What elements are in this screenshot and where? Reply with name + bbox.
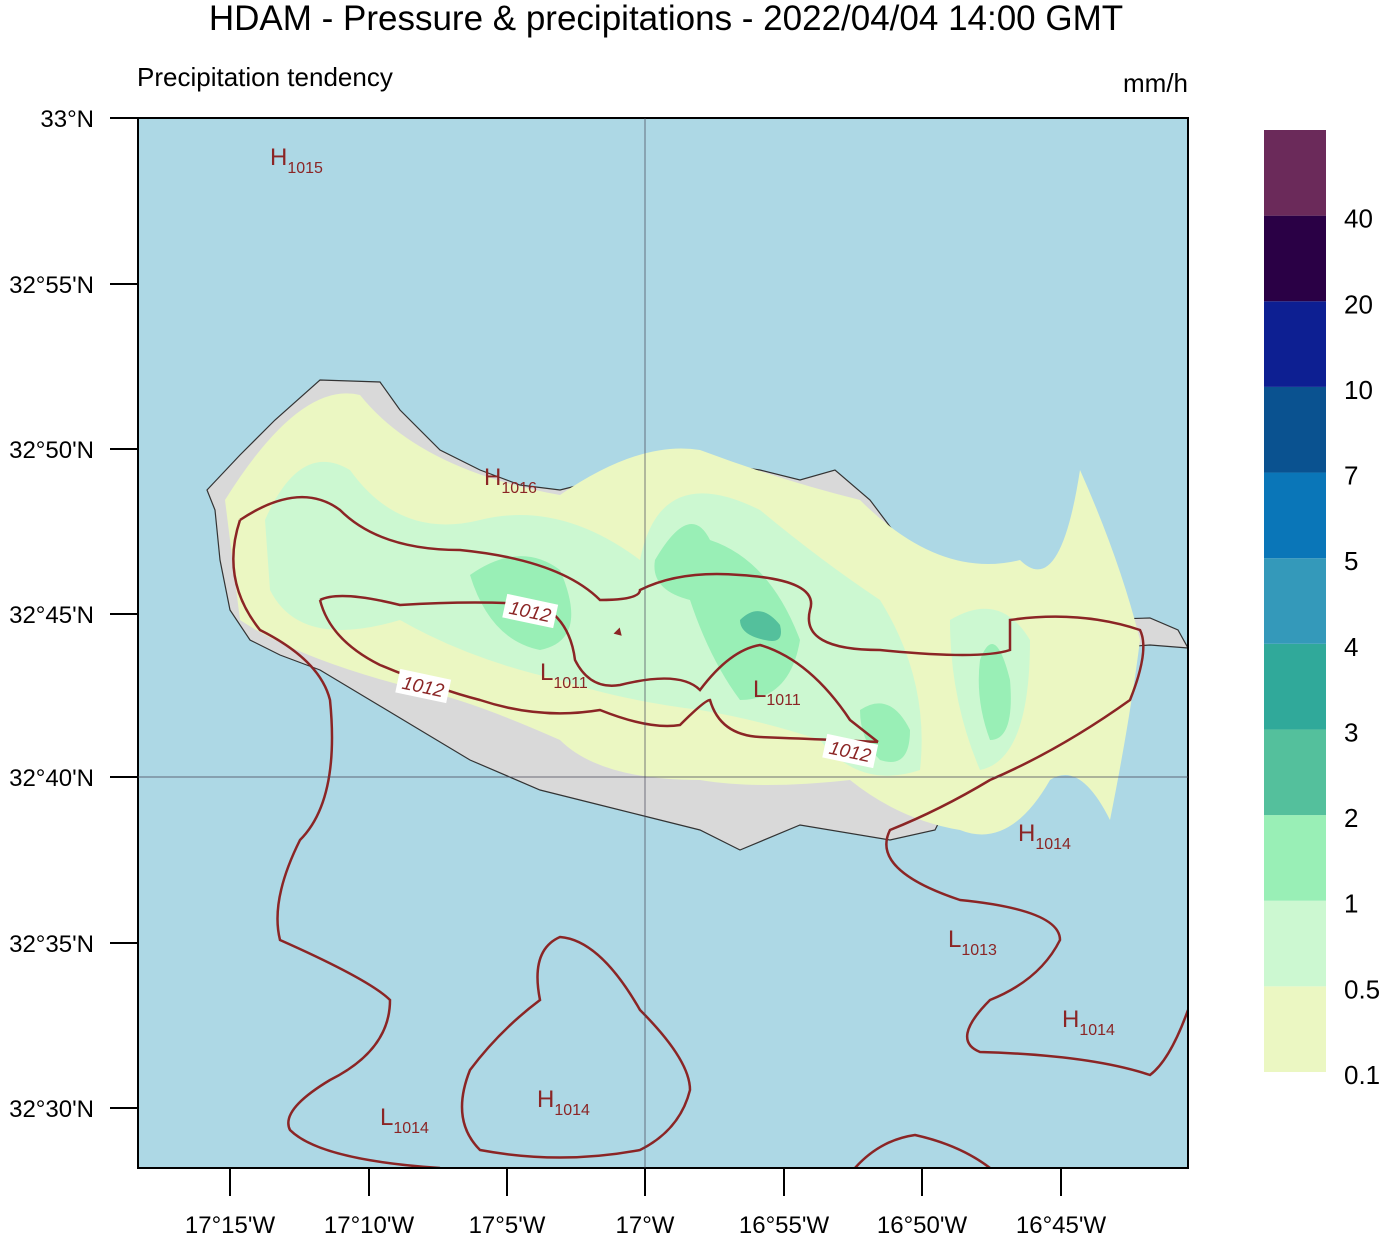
pressure-label: L1014 <box>380 1104 429 1137</box>
colorbar-label: 7 <box>1344 461 1358 491</box>
precipitation <box>225 393 1140 835</box>
pressure-label: L1011 <box>540 659 588 692</box>
colorbar-segment <box>1264 643 1326 730</box>
lon-label: 16°50'W <box>877 1212 968 1234</box>
contour-label: 1012 <box>822 733 879 769</box>
lon-label: 16°55'W <box>739 1212 830 1234</box>
colorbar-label: 40 <box>1344 204 1373 234</box>
pressure-label: H1014 <box>537 1086 590 1119</box>
lat-label: 32°50'N <box>9 437 94 464</box>
colorbar-segment <box>1264 301 1326 387</box>
colorbar-label: 4 <box>1344 632 1358 662</box>
colorbar-segment <box>1264 130 1326 216</box>
pressure-label: H1014 <box>1062 1006 1115 1039</box>
pressure-label: H1015 <box>270 144 323 177</box>
colorbar-label: 0.1 <box>1344 1060 1380 1090</box>
pressure-label: L1013 <box>948 926 997 959</box>
frame <box>137 117 1189 1169</box>
colorbar-label: 2 <box>1344 803 1358 833</box>
title: HDAM - Pressure & precipitations - 2022/… <box>209 0 1123 38</box>
colorbar-segment <box>1264 729 1326 816</box>
pressure-label: H1016 <box>484 464 537 497</box>
colorbar-segment <box>1264 386 1326 473</box>
colorbar-segment <box>1264 215 1326 302</box>
colorbar-segment <box>1264 986 1326 1072</box>
lon-label: 17°15'W <box>185 1212 276 1234</box>
colorbar-segment <box>1264 900 1326 987</box>
lon-label: 17°W <box>616 1212 675 1234</box>
colorbar-segment <box>1264 472 1326 559</box>
subtitle: Precipitation tendency <box>137 62 393 92</box>
colorbar-segment <box>1264 815 1326 901</box>
lat-label: 32°30'N <box>9 1096 94 1123</box>
pressure-label: H1014 <box>1018 820 1071 853</box>
colorbar-segment <box>1264 558 1326 644</box>
colorbar-label: 3 <box>1344 717 1358 747</box>
map-area <box>138 118 1188 1168</box>
colorbar-label: 20 <box>1344 289 1373 319</box>
colorbar-label: 10 <box>1344 375 1373 405</box>
lat-label: 32°35'N <box>9 931 94 958</box>
pressure-label: L1011 <box>753 676 801 709</box>
lat-label: 32°45'N <box>9 602 94 629</box>
colorbar-label: 0.5 <box>1344 974 1380 1004</box>
lat-label: 33°N <box>40 106 94 133</box>
unit: mm/h <box>1123 68 1188 98</box>
colorbar-label: 1 <box>1344 889 1358 919</box>
lon-label: 16°45'W <box>1016 1212 1107 1234</box>
lat-label: 32°40'N <box>9 765 94 792</box>
colorbar-label: 5 <box>1344 546 1358 576</box>
lon-label: 17°5'W <box>469 1212 546 1234</box>
lat-label: 32°55'N <box>9 272 94 299</box>
lon-label: 17°10'W <box>324 1212 415 1234</box>
